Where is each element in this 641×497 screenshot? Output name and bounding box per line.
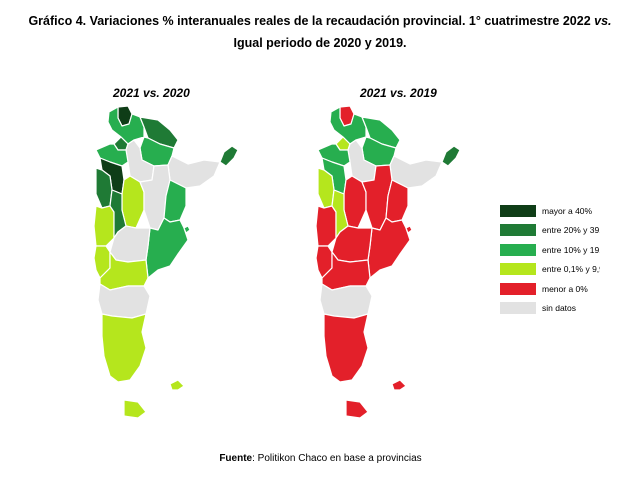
province-malvinas [391,379,407,391]
title-line-1: Gráfico 4. Variaciones % interanuales re… [28,14,612,28]
province-chubut [319,283,373,319]
legend-item: entre 0,1% y 9,9% [500,263,600,276]
legend-label: entre 10% y 19,9% [542,244,600,255]
province-santa-cruz [323,313,369,383]
province-tierra-del-fuego [345,399,369,419]
legend-label: menor a 0% [542,283,588,294]
legend-label: entre 0,1% y 9,9% [542,264,600,274]
province-caba [183,225,191,234]
province-mendoza [315,205,337,247]
legend-item: menor a 0% [500,282,600,295]
legend-label: sin datos [542,303,577,313]
legend-swatch [500,282,536,295]
province-mendoza [93,205,115,247]
legend-swatch [500,224,536,236]
legend-swatch [500,204,536,217]
map-2021-vs-2020 [93,105,239,419]
legend-swatch [500,302,536,314]
province-tierra-del-fuego [123,399,147,419]
chart-title: Gráfico 4. Variaciones % interanuales re… [20,10,620,54]
legend-swatch [500,243,536,256]
legend-label: entre 20% y 39,9% [542,225,600,235]
title-line-2: Igual periodo de 2020 y 2019. [233,36,407,50]
map-2021-vs-2019 [315,105,461,419]
legend-item: entre 10% y 19,9% [500,243,600,256]
legend-item: entre 20% y 39,9% [500,224,600,237]
legend: mayor a 40% entre 20% y 39,9% entre 10% … [500,204,600,321]
legend-item: sin datos [500,302,600,315]
province-chubut [97,283,151,319]
legend-label: mayor a 40% [542,205,593,216]
province-misiones [441,145,461,167]
map-title-2020: 2021 vs. 2020 [113,86,190,100]
map-title-2019: 2021 vs. 2019 [360,86,437,100]
legend-item: mayor a 40% [500,204,600,217]
province-malvinas [169,379,185,391]
province-santa-cruz [101,313,147,383]
legend-swatch [500,263,536,275]
source-label: Fuente [219,453,253,464]
source-text: : Politikon Chaco en base a provincias [252,453,422,464]
province-caba [405,225,413,234]
province-misiones [219,145,239,167]
source-note: Fuente: Politikon Chaco en base a provin… [0,453,641,464]
